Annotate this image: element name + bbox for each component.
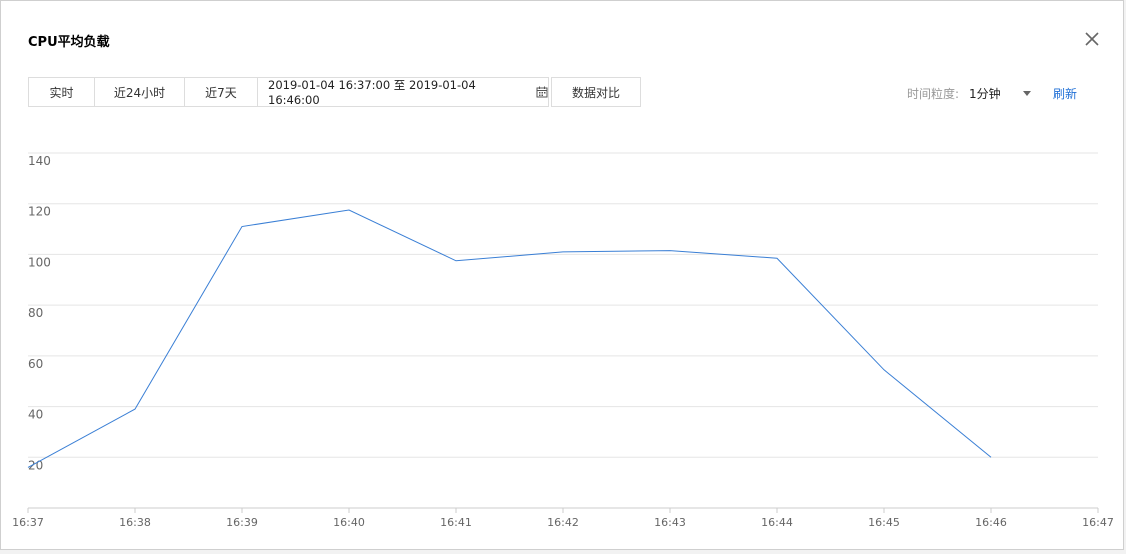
date-range-text: 2019-01-04 16:37:00 至 2019-01-04 16:46:0…	[268, 78, 476, 107]
refresh-link[interactable]: 刷新	[1053, 87, 1078, 101]
x-tick-label: 16:38	[119, 516, 151, 529]
compare-data-button[interactable]: 数据对比	[551, 77, 641, 107]
tab-last-7d[interactable]: 近7天	[184, 77, 258, 107]
chevron-down-icon	[1023, 91, 1032, 96]
tab-realtime[interactable]: 实时	[28, 77, 95, 107]
granularity-value: 1分钟	[969, 87, 1001, 101]
y-tick-label: 100	[28, 255, 51, 269]
y-tick-label: 60	[28, 357, 43, 371]
y-tick-label: 140	[28, 154, 51, 168]
date-range-picker[interactable]: 2019-01-04 16:37:00 至 2019-01-04 16:46:0…	[257, 77, 549, 107]
compare-data-label: 数据对比	[571, 85, 620, 100]
x-tick-label: 16:44	[761, 516, 793, 529]
close-icon[interactable]	[1083, 30, 1101, 48]
tab-last-24h-label: 近24小时	[113, 85, 166, 100]
y-tick-label: 20	[28, 458, 43, 472]
x-tick-label: 16:39	[226, 516, 258, 529]
granularity-select[interactable]: 1分钟	[969, 85, 1032, 102]
x-tick-label: 16:37	[12, 516, 44, 529]
tab-realtime-label: 实时	[49, 85, 74, 100]
x-tick-label: 16:40	[333, 516, 365, 529]
x-tick-label: 16:41	[440, 516, 472, 529]
granularity-control: 时间粒度: 1分钟	[907, 85, 1032, 102]
x-tick-label: 16:42	[547, 516, 579, 529]
tab-last-7d-label: 近7天	[205, 85, 237, 100]
series-line	[27, 209, 992, 468]
y-tick-label: 40	[28, 408, 43, 422]
x-tick-label: 16:45	[868, 516, 900, 529]
x-tick-label: 16:43	[654, 516, 686, 529]
y-tick-label: 120	[28, 205, 51, 219]
x-tick-label: 16:47	[1082, 516, 1114, 529]
granularity-label: 时间粒度:	[907, 87, 960, 101]
x-tick-label: 16:46	[975, 516, 1007, 529]
y-tick-label: 80	[28, 306, 43, 320]
dialog-title: CPU平均负载	[28, 35, 110, 50]
time-range-toolbar: 实时 近24小时 近7天 2019-01-04 16:37:00 至 2019-…	[28, 77, 641, 107]
calendar-icon	[536, 86, 548, 98]
tab-last-24h[interactable]: 近24小时	[94, 77, 185, 107]
